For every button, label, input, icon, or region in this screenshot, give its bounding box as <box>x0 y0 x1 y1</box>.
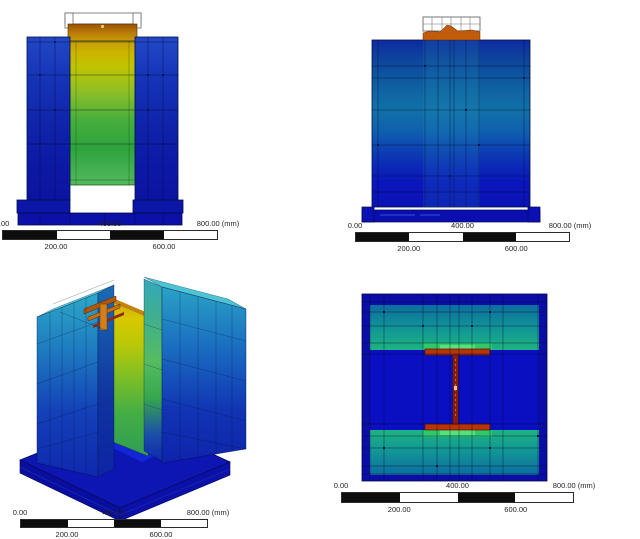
viewport-front-elevation <box>0 0 320 262</box>
ruler-bar <box>355 232 570 242</box>
ruler-label-max: 800.00 (mm) <box>196 219 240 228</box>
viewport-side-elevation <box>320 0 640 262</box>
mesh-nodes <box>383 311 539 467</box>
ruler-label-zero: 0.00 <box>347 221 363 230</box>
ruler-bar <box>2 230 218 240</box>
ruler-label-zero: 0.00 <box>333 481 349 490</box>
center-strip-highlight <box>423 40 480 207</box>
ruler-label-q3: 600.00 <box>504 505 528 514</box>
ruler-label-q3: 600.00 <box>149 530 173 539</box>
ruler-label-zero: 0.00 <box>12 508 28 517</box>
scale-ruler-side: 0.00 400.00 800.00 (mm) 200.00 600.00 <box>348 222 592 253</box>
ruler-label-max: 800.00 (mm) <box>186 508 230 517</box>
ruler-label-max: 800.00 (mm) <box>552 481 596 490</box>
block-contour <box>371 39 531 208</box>
scale-ruler-front: 0.00 400.00 800.00 (mm) 200.00 600.00 <box>0 220 239 251</box>
ruler-label-mid: 400.00 <box>98 219 122 228</box>
isometric-contour-plot <box>19 276 247 522</box>
ruler-bar <box>20 519 208 528</box>
grout-hot-zone <box>422 24 481 41</box>
embedded-column-contour <box>69 40 136 186</box>
ruler-label-q1: 200.00 <box>387 505 411 514</box>
ruler-label-q1: 200.00 <box>44 242 68 251</box>
plan-section-contour-plot <box>361 293 548 482</box>
ruler-label-q1: 200.00 <box>397 244 421 253</box>
ruler-label-zero: 0.00 <box>0 219 10 228</box>
mesh-overlay <box>362 294 547 481</box>
ruler-bar <box>341 492 574 503</box>
ruler-label-max: 800.00 (mm) <box>548 221 592 230</box>
ruler-label-mid: 400.00 <box>102 508 126 517</box>
right-wall <box>143 276 247 464</box>
scale-ruler-iso: 0.00 400.00 800.00 (mm) 200.00 600.00 <box>13 509 230 539</box>
mesh-nodes <box>39 41 164 145</box>
plate-top-edge <box>108 296 148 317</box>
mesh-nodes <box>377 65 525 177</box>
ruler-label-mid: 400.00 <box>451 221 474 230</box>
front-elevation-contour-plot <box>16 12 184 226</box>
viewport-isometric <box>0 264 320 539</box>
side-walls-contour <box>16 36 184 214</box>
top-teal-band <box>370 305 539 350</box>
flange-green-halo <box>423 343 492 437</box>
base-slab <box>17 212 183 226</box>
mesh-overlay <box>27 37 178 225</box>
left-wall <box>36 284 115 478</box>
ruler-label-q3: 600.00 <box>504 244 528 253</box>
beam-stub-hot-zone <box>83 295 124 331</box>
ruler-label-q3: 600.00 <box>152 242 176 251</box>
viewport-plan-section <box>320 264 640 539</box>
scale-ruler-plan: 0.00 400.00 800.00 (mm) 200.00 600.00 <box>334 482 596 514</box>
bottom-teal-band <box>370 430 539 475</box>
ruler-label-q1: 200.00 <box>55 530 79 539</box>
ruler-label-mid: 400.00 <box>446 481 469 490</box>
grout-cap-hot-zone <box>67 23 138 42</box>
mesh-overlay <box>36 279 247 474</box>
mesh-overlay <box>372 40 530 207</box>
side-elevation-contour-plot <box>361 16 541 223</box>
base-flange <box>361 206 541 223</box>
